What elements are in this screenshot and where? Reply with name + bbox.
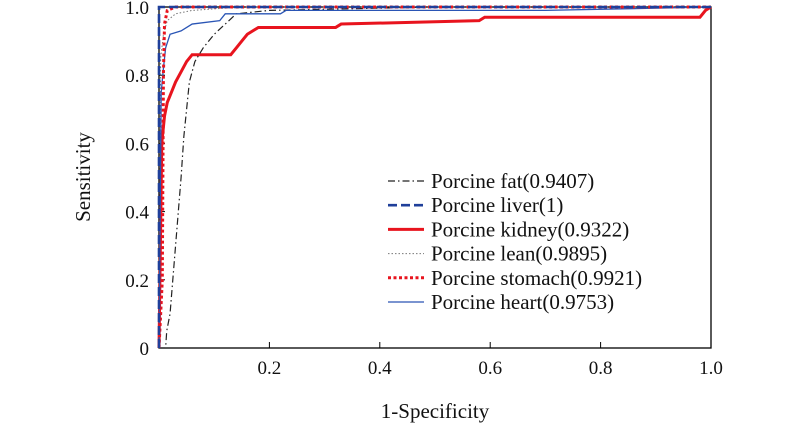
x-tick-label: 0.6 (478, 358, 502, 379)
y-tick-label: 0.8 (125, 66, 149, 87)
x-tick-label: 1.0 (699, 358, 723, 379)
x-tick-label: 0.8 (589, 358, 613, 379)
y-tick-label: 0.4 (125, 203, 149, 224)
y-axis-title: Sensitivity (71, 132, 95, 222)
x-tick-label: 0.2 (258, 358, 282, 379)
x-axis-title: 1-Specificity (381, 399, 490, 423)
y-tick-label: 1.0 (125, 0, 149, 19)
series-line-1 (157, 5, 711, 348)
legend-label: Porcine heart(0.9753) (431, 290, 614, 314)
x-tick-label: 0.4 (368, 358, 392, 379)
legend: Porcine fat(0.9407)Porcine liver(1)Porci… (388, 169, 642, 314)
series-line-2 (157, 5, 712, 349)
y-tick-label: 0 (140, 339, 150, 360)
legend-label: Porcine kidney(0.9322) (431, 217, 629, 241)
axis-ticks: 0.2 0.4 0.6 0.8 1.0 0 0.2 0.4 0.6 0.8 1.0 (125, 0, 723, 379)
y-tick-label: 0.6 (125, 134, 149, 155)
legend-label: Porcine fat(0.9407) (431, 169, 594, 193)
legend-label: Porcine stomach(0.9921) (431, 266, 642, 290)
legend-label: Porcine liver(1) (431, 193, 563, 217)
series-lines (157, 5, 712, 349)
series-line-5 (158, 6, 712, 349)
legend-label: Porcine lean(0.9895) (431, 242, 607, 266)
series-line-3 (158, 6, 711, 349)
y-tick-label: 0.2 (125, 271, 149, 292)
